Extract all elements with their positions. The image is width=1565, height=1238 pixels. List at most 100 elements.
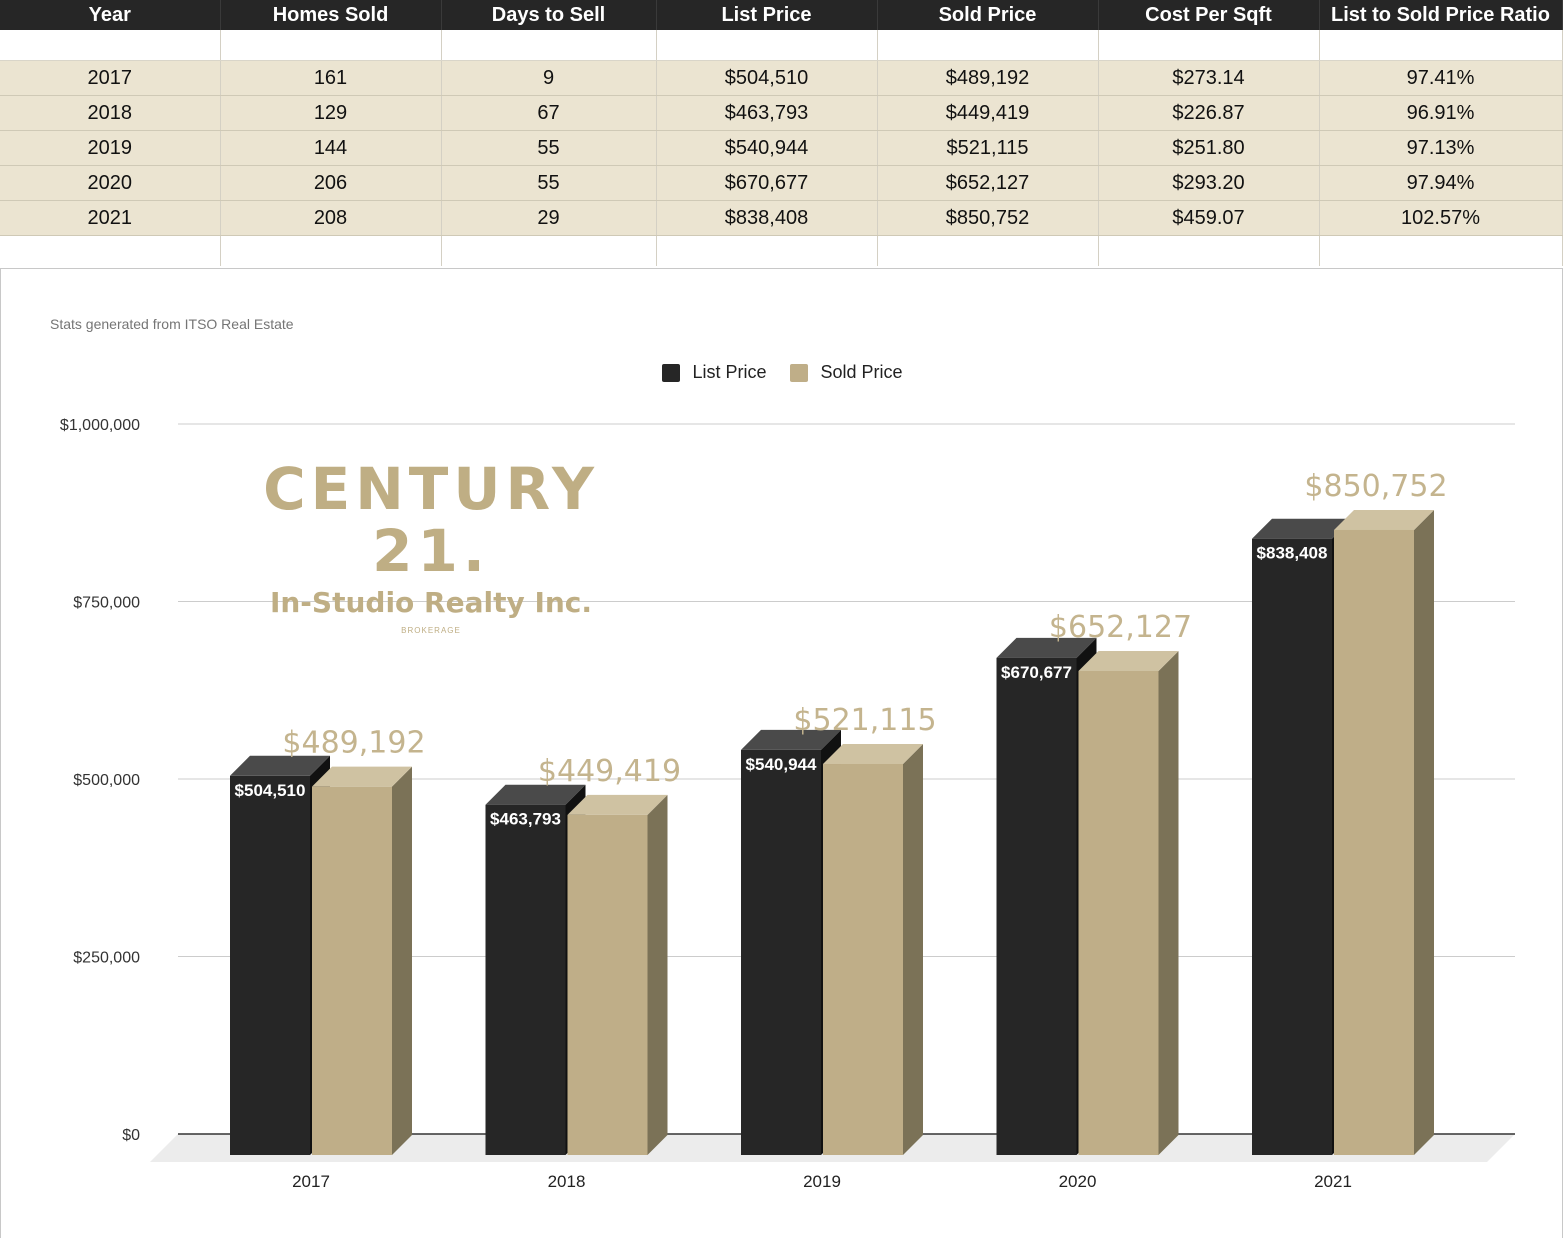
table-cell[interactable]: 2019: [0, 130, 221, 166]
table-cell[interactable]: 9: [441, 60, 657, 96]
x-tick-label: 2020: [1059, 1172, 1097, 1191]
table-cell[interactable]: 206: [220, 165, 442, 201]
table-cell[interactable]: $459.07: [1098, 200, 1320, 236]
data-label-list-price: $838,408: [1257, 544, 1328, 563]
legend-item-list-price[interactable]: List Price: [662, 362, 766, 383]
table-cell[interactable]: $540,944: [656, 130, 878, 166]
chart-legend: List Price Sold Price: [0, 362, 1565, 383]
table-cell[interactable]: 29: [441, 200, 657, 236]
stats-table: Year Homes Sold Days to Sell List Price …: [0, 0, 1563, 266]
table-cell[interactable]: 102.57%: [1319, 200, 1563, 236]
bar-side: [1414, 509, 1434, 1155]
bar-chart: $0 $250,000 $500,000 $750,000 $1,000,000 2017…: [60, 417, 1515, 1191]
table-cell[interactable]: $670,677: [656, 165, 878, 201]
table-cell[interactable]: $838,408: [656, 200, 878, 236]
table-cell[interactable]: 161: [220, 60, 442, 96]
table-cell[interactable]: $449,419: [877, 95, 1099, 131]
bar-sold-price: [1078, 670, 1159, 1155]
table-cell[interactable]: [1098, 235, 1320, 266]
table-cell[interactable]: [441, 30, 657, 61]
data-label-sold-price: $449,419: [538, 754, 681, 789]
x-tick-label: 2018: [548, 1172, 586, 1191]
table-row: 2019 144 55 $540,944 $521,115 $251.80 97.13%: [0, 130, 1563, 166]
bar-top: [1078, 650, 1179, 671]
header-homes-sold[interactable]: Homes Sold: [220, 0, 442, 30]
header-row: Year Homes Sold Days to Sell List Price …: [0, 0, 1563, 30]
blank-row: [0, 235, 1563, 266]
table-cell[interactable]: [441, 235, 657, 266]
header-sold-price[interactable]: Sold Price: [877, 0, 1099, 30]
bar-sold-price: [1334, 529, 1414, 1155]
table-cell[interactable]: $293.20: [1098, 165, 1320, 201]
table-cell[interactable]: 208: [220, 200, 442, 236]
table-cell[interactable]: 97.94%: [1319, 165, 1563, 201]
bar-sold-price: [823, 764, 903, 1155]
bar-top: [823, 744, 923, 765]
table-cell[interactable]: $273.14: [1098, 60, 1320, 96]
table-cell[interactable]: [1319, 30, 1563, 61]
bar-top: [741, 729, 841, 750]
table-cell[interactable]: 2021: [0, 200, 221, 236]
bar-sold-price: [567, 814, 648, 1155]
bar-top: [485, 784, 586, 805]
bar-top: [1334, 509, 1434, 530]
table-cell[interactable]: $652,127: [877, 165, 1099, 201]
bar-side: [392, 766, 412, 1155]
table-cell[interactable]: 55: [441, 165, 657, 201]
header-days-to-sell[interactable]: Days to Sell: [441, 0, 657, 30]
header-year[interactable]: Year: [0, 0, 221, 30]
table-cell[interactable]: 144: [220, 130, 442, 166]
table-cell[interactable]: [0, 30, 221, 61]
table-body: 2017 161 9 $504,510 $489,192 $273.14 97.41% 201…: [0, 30, 1563, 266]
table-cell[interactable]: 129: [220, 95, 442, 131]
x-tick-label: 2021: [1314, 1172, 1352, 1191]
data-label-sold-price: $652,127: [1049, 610, 1192, 645]
table-cell[interactable]: [877, 235, 1099, 266]
table-cell[interactable]: 55: [441, 130, 657, 166]
bar-top: [1252, 518, 1352, 539]
table-cell[interactable]: $504,510: [656, 60, 878, 96]
bar-top: [312, 766, 412, 787]
table-cell[interactable]: $521,115: [877, 130, 1099, 166]
table-cell[interactable]: [656, 30, 878, 61]
y-tick-label: $0: [122, 1127, 140, 1144]
logo-main-text: CENTURY 21.: [263, 455, 599, 585]
header-list-to-sold-ratio[interactable]: List to Sold Price Ratio: [1319, 0, 1563, 30]
table-cell[interactable]: 67: [441, 95, 657, 131]
legend-item-sold-price[interactable]: Sold Price: [790, 362, 903, 383]
table-cell[interactable]: [0, 235, 221, 266]
table-cell[interactable]: 97.41%: [1319, 60, 1563, 96]
table-cell[interactable]: $489,192: [877, 60, 1099, 96]
table-cell[interactable]: 2017: [0, 60, 221, 96]
legend-label-sold-price: Sold Price: [820, 362, 903, 382]
table-cell[interactable]: [220, 30, 442, 61]
table-cell[interactable]: [1098, 30, 1320, 61]
table-cell[interactable]: $463,793: [656, 95, 878, 131]
table-cell[interactable]: $850,752: [877, 200, 1099, 236]
table-cell[interactable]: [877, 30, 1099, 61]
x-tick-label: 2017: [292, 1172, 330, 1191]
header-list-price[interactable]: List Price: [656, 0, 878, 30]
bar-side: [647, 794, 668, 1155]
bar-top: [230, 755, 330, 776]
table-cell[interactable]: [1319, 235, 1563, 266]
bar-sold-price: [312, 786, 392, 1155]
data-label-sold-price: $521,115: [793, 703, 936, 738]
table-cell[interactable]: 2018: [0, 95, 221, 131]
bar-list-price: [485, 804, 566, 1155]
table-row: 2021 208 29 $838,408 $850,752 $459.07 102.57%: [0, 200, 1563, 236]
table-cell[interactable]: 97.13%: [1319, 130, 1563, 166]
y-tick-label: $750,000: [73, 595, 140, 612]
century21-logo: CENTURY 21. In-Studio Realty Inc. BROKER…: [236, 458, 626, 635]
table-cell[interactable]: [656, 235, 878, 266]
table-cell[interactable]: $226.87: [1098, 95, 1320, 131]
header-cost-per-sqft[interactable]: Cost Per Sqft: [1098, 0, 1320, 30]
table-cell[interactable]: 2020: [0, 165, 221, 201]
table-cell[interactable]: $251.80: [1098, 130, 1320, 166]
x-tick-label: 2019: [803, 1172, 841, 1191]
table-row: 2020 206 55 $670,677 $652,127 $293.20 97.94%: [0, 165, 1563, 201]
table-cell[interactable]: 96.91%: [1319, 95, 1563, 131]
logo-sub-text: In-Studio Realty Inc.: [269, 586, 593, 619]
table-cell[interactable]: [220, 235, 442, 266]
bar-list-price: [741, 749, 821, 1155]
